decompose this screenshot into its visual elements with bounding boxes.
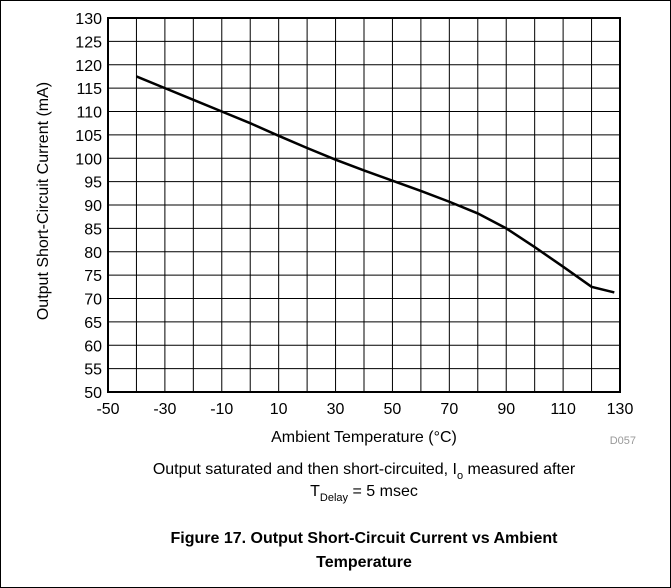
y-tick-label: 95: [84, 175, 102, 192]
y-tick-label: 65: [84, 315, 102, 332]
figure-title: Temperature: [316, 554, 412, 571]
x-tick-label: -10: [210, 401, 233, 418]
x-tick-label: 110: [550, 401, 576, 418]
x-axis-label: Ambient Temperature (°C): [271, 429, 457, 446]
y-tick-label: 80: [84, 245, 102, 262]
x-tick-label: 90: [497, 401, 515, 418]
caption-line: TDelay = 5 msec: [310, 483, 418, 504]
y-tick-label: 105: [75, 128, 102, 145]
y-tick-label: 55: [84, 362, 102, 379]
y-tick-label: 70: [84, 292, 102, 309]
caption-sub: o: [457, 470, 463, 482]
y-tick-label: 115: [76, 81, 102, 98]
figure-title: Figure 17. Output Short-Circuit Current …: [171, 530, 559, 547]
y-tick-label: 75: [84, 268, 102, 285]
caption-text: = 5 msec: [348, 483, 418, 500]
x-tick-label: -30: [153, 401, 176, 418]
y-tick-label: 100: [75, 151, 102, 168]
y-tick-label: 130: [75, 11, 102, 28]
x-tick-label: 50: [384, 401, 402, 418]
x-tick-label: 70: [440, 401, 458, 418]
y-tick-label: 60: [84, 338, 102, 355]
x-tick-label: -50: [96, 401, 119, 418]
x-tick-label: 130: [607, 401, 634, 418]
caption-line: Output saturated and then short-circuite…: [153, 461, 576, 482]
caption-text: T: [310, 483, 320, 500]
y-axis-label: Output Short-Circuit Current (mA): [35, 82, 52, 320]
data-line: [135, 75, 615, 294]
caption-sub: Delay: [320, 492, 349, 504]
caption-text: Output saturated and then short-circuite…: [153, 461, 457, 478]
figure-code: D057: [610, 435, 636, 447]
plot-border: [107, 17, 621, 393]
caption-text: measured after: [463, 461, 576, 478]
x-tick-label: 10: [270, 401, 288, 418]
y-tick-label: 120: [75, 58, 102, 75]
y-tick-label: 90: [84, 198, 102, 215]
y-tick-label: 125: [75, 34, 102, 51]
y-tick-label: 85: [84, 221, 102, 238]
x-tick-label: 30: [327, 401, 345, 418]
y-tick-label: 110: [76, 105, 102, 122]
y-tick-label: 50: [84, 385, 102, 402]
